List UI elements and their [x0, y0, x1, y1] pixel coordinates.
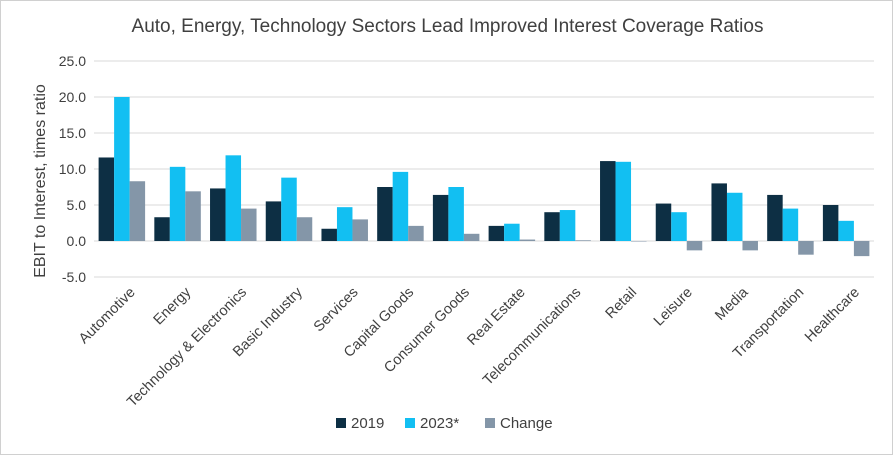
bar — [671, 212, 687, 241]
bar — [114, 97, 130, 241]
x-tick-label: Retail — [603, 285, 641, 323]
bar — [686, 241, 703, 251]
legend-swatch — [405, 418, 415, 428]
legend-label: 2023* — [420, 415, 459, 432]
x-tick-label: Automotive — [76, 285, 139, 348]
bar — [432, 194, 449, 241]
y-tick-label: -5.0 — [62, 269, 86, 285]
bar — [742, 241, 758, 251]
bar — [615, 161, 632, 241]
bar — [822, 205, 839, 241]
legend: 2019 2023* Change — [336, 415, 553, 432]
x-tick-label: Energy — [151, 284, 195, 328]
legend-label: Change — [500, 415, 553, 432]
bar — [98, 157, 115, 241]
x-tick-label: Services — [311, 285, 362, 336]
bar — [210, 188, 226, 241]
legend-label: 2019 — [351, 415, 384, 432]
y-tick-label: 15.0 — [59, 125, 86, 141]
bar — [504, 223, 520, 241]
bar — [185, 191, 201, 241]
bar — [711, 183, 727, 241]
legend-swatch — [485, 418, 495, 428]
gridlines — [94, 60, 874, 278]
bar — [265, 201, 282, 241]
bar — [559, 210, 576, 241]
x-tick-label: Telecommunications — [480, 285, 584, 389]
bar — [352, 219, 368, 241]
chart-title: Auto, Energy, Technology Sectors Lead Im… — [131, 16, 764, 37]
y-tick-label: 20.0 — [59, 89, 86, 105]
bar — [281, 177, 297, 241]
x-tick-label: Media — [712, 284, 752, 324]
bar — [767, 194, 783, 241]
y-axis-ticks: 25.0 20.0 15.0 10.0 5.0 0.0 -5.0 — [59, 53, 86, 285]
bar — [225, 155, 242, 241]
y-axis-label: EBIT to Interest, times ratio — [32, 84, 49, 278]
bar — [600, 161, 616, 241]
bar — [853, 241, 870, 257]
bar — [377, 187, 393, 241]
bar — [129, 181, 146, 241]
bar — [321, 228, 337, 241]
bar — [655, 203, 672, 241]
bar — [631, 241, 647, 242]
y-tick-label: 5.0 — [67, 197, 87, 213]
y-tick-label: 25.0 — [59, 53, 86, 69]
bar — [169, 166, 186, 241]
bar — [154, 217, 170, 241]
bar — [392, 171, 409, 241]
bar — [336, 207, 353, 241]
bar — [296, 217, 313, 241]
x-tick-label: Leisure — [651, 285, 696, 330]
bar — [544, 212, 560, 241]
bar — [575, 240, 591, 241]
bar — [519, 239, 536, 241]
x-tick-label: Healthcare — [802, 285, 863, 346]
bar — [838, 220, 854, 241]
bar — [408, 225, 424, 241]
bar — [448, 187, 464, 241]
bar — [726, 192, 743, 241]
bar — [463, 233, 480, 241]
y-tick-label: 0.0 — [67, 233, 87, 249]
bar — [488, 225, 505, 241]
legend-swatch — [336, 418, 346, 428]
bar — [782, 208, 799, 241]
bar — [798, 241, 814, 255]
bar — [241, 208, 257, 241]
bars — [98, 97, 870, 257]
y-tick-label: 10.0 — [59, 161, 86, 177]
